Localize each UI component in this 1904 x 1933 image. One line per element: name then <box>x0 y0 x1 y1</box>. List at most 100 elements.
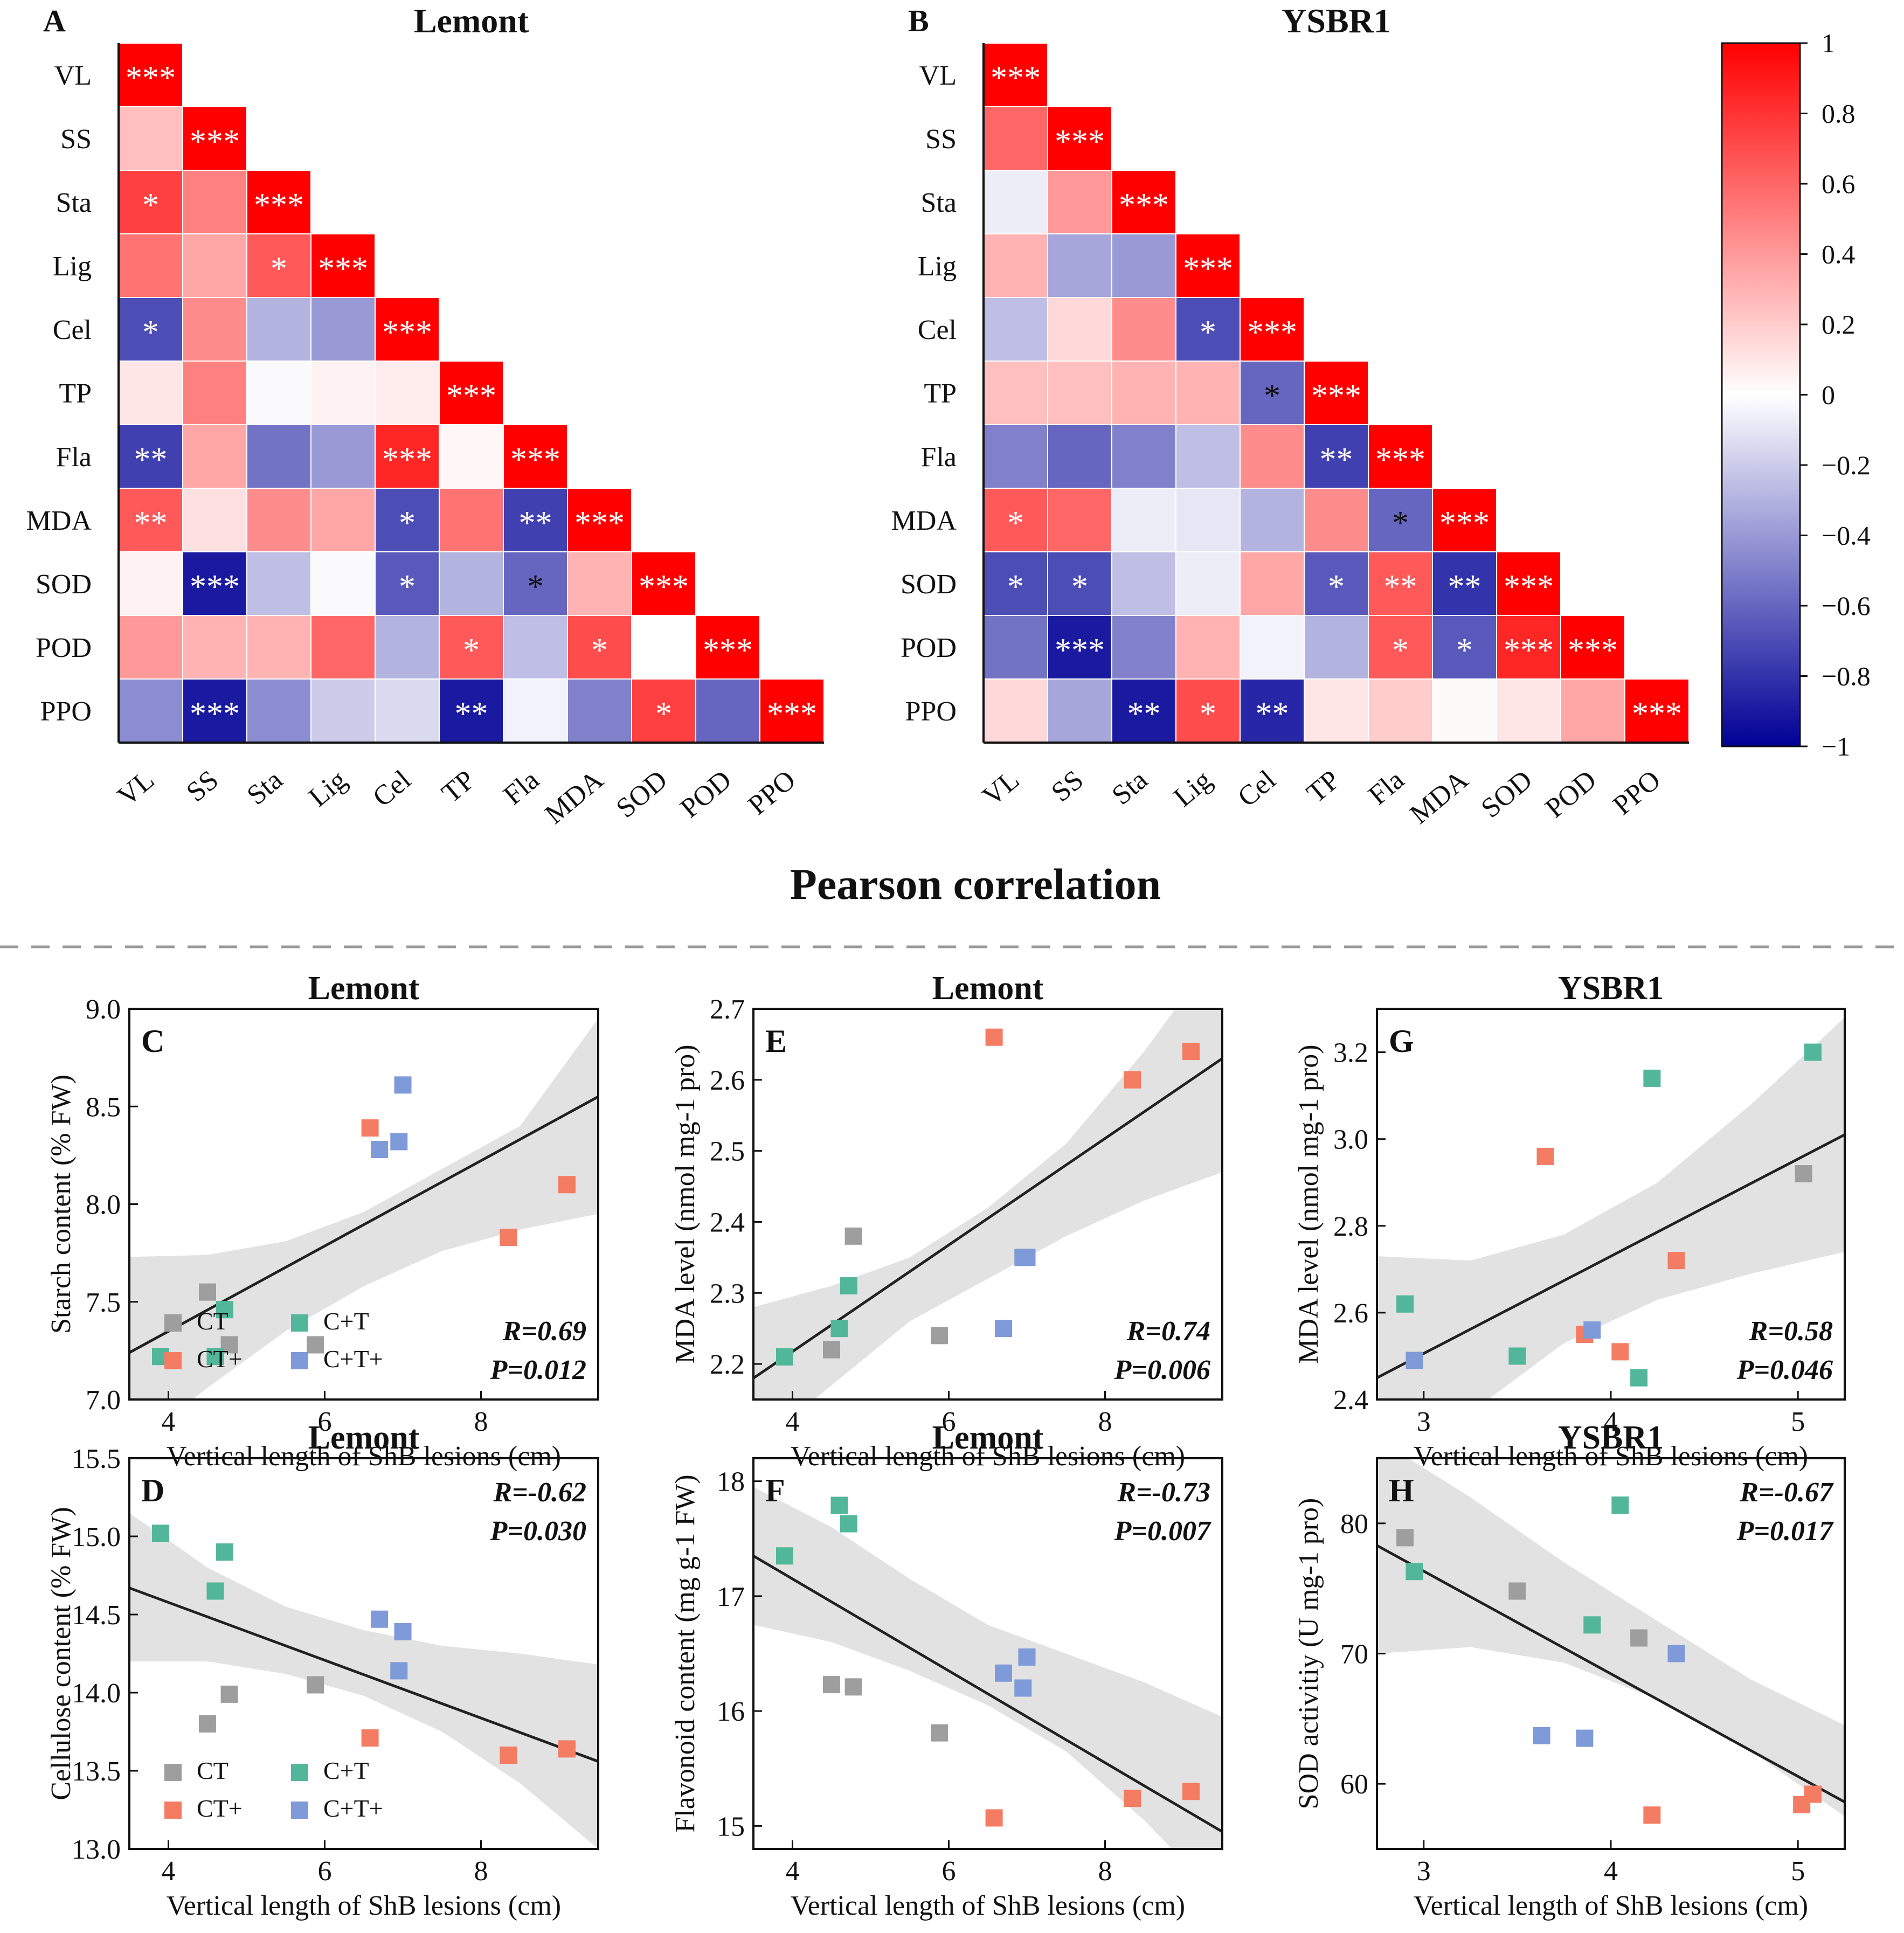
significance-stars: * <box>1200 314 1216 351</box>
panel-title: YSBR1 <box>1282 2 1391 40</box>
correlation-r: R=-0.62 <box>493 1477 586 1508</box>
x-tick-label: 6 <box>942 1407 956 1437</box>
data-point <box>1667 1252 1685 1270</box>
significance-stars: *** <box>1504 632 1554 669</box>
significance-stars: * <box>1328 569 1345 605</box>
row-label: VL <box>919 60 957 91</box>
y-tick-label: 15 <box>717 1811 745 1842</box>
colorbar-tick-label: −0.6 <box>1822 591 1871 621</box>
significance-stars: *** <box>190 123 240 160</box>
panel-title: Lemont <box>414 2 529 40</box>
row-label: SOD <box>36 569 92 600</box>
row-label: TP <box>924 378 957 409</box>
data-point <box>394 1076 412 1094</box>
column-label: VL <box>977 765 1025 812</box>
data-point <box>1406 1352 1423 1369</box>
row-label: Sta <box>921 188 957 218</box>
data-point <box>1182 1783 1200 1800</box>
heatmap-cell <box>983 233 1048 298</box>
data-point <box>558 1740 576 1758</box>
heatmap-cell <box>375 361 440 425</box>
heatmap-cell <box>1304 488 1369 552</box>
plot-title: YSBR1 <box>1558 970 1664 1007</box>
significance-stars: *** <box>1055 632 1105 669</box>
row-label: PPO <box>905 696 957 727</box>
row-label: Fla <box>921 442 957 473</box>
heatmap-cell <box>1240 488 1305 552</box>
x-tick-label: 5 <box>1791 1407 1805 1437</box>
legend-label: C+T <box>323 1307 369 1335</box>
heatmap-cell <box>118 615 183 680</box>
significance-stars: * <box>1392 505 1409 542</box>
heatmap-cell <box>983 678 1048 743</box>
heatmap-cell <box>182 615 247 680</box>
x-tick-label: 6 <box>942 1856 956 1887</box>
plot-title: Lemont <box>308 970 420 1007</box>
column-label: TP <box>436 765 481 809</box>
heatmap-cell <box>182 170 247 234</box>
legend-label: CT <box>197 1307 229 1335</box>
heatmap-cell <box>695 678 760 743</box>
significance-stars: ** <box>134 441 168 478</box>
data-point <box>844 1678 862 1696</box>
x-tick-label: 8 <box>474 1856 488 1887</box>
heatmap-cell <box>246 678 311 743</box>
heatmap-cell <box>567 678 632 743</box>
heatmap-cell <box>1240 424 1305 489</box>
x-axis-label: Vertical length of ShB lesions (cm) <box>1414 1890 1808 1921</box>
row-label: POD <box>36 633 92 663</box>
y-tick-label: 8.0 <box>86 1190 121 1221</box>
data-point <box>1533 1727 1550 1744</box>
x-axis-label: Vertical length of ShB lesions (cm) <box>791 1890 1185 1921</box>
y-tick-label: 15.5 <box>72 1444 121 1474</box>
p-value: P=0.007 <box>1114 1516 1211 1547</box>
heatmap-cell <box>118 424 183 489</box>
x-tick-label: 4 <box>1604 1856 1618 1887</box>
significance-stars: *** <box>767 696 817 732</box>
y-tick-label: 2.4 <box>710 1207 745 1238</box>
regression-line <box>753 1555 1222 1833</box>
data-point <box>1406 1563 1423 1581</box>
significance-stars: *** <box>254 187 304 224</box>
heatmap-cell <box>695 615 760 680</box>
significance-stars: ** <box>134 505 168 542</box>
heatmap-cell <box>246 615 311 680</box>
significance-stars: ** <box>455 696 488 732</box>
data-point <box>985 1028 1003 1046</box>
data-point <box>995 1320 1012 1338</box>
heatmap-cell <box>310 488 376 552</box>
heatmap-cell <box>759 678 825 743</box>
regression-line <box>129 1095 598 1354</box>
colorbar-tick-label: −0.2 <box>1822 450 1871 480</box>
heatmap-cell <box>246 297 311 362</box>
significance-stars: *** <box>991 60 1041 96</box>
column-label: Sta <box>241 765 289 811</box>
data-point <box>840 1515 857 1533</box>
data-point <box>206 1348 224 1366</box>
x-tick-label: 6 <box>318 1407 332 1437</box>
heatmap-cell <box>1111 361 1176 425</box>
heatmap-cell <box>983 551 1048 616</box>
heatmap-cell <box>246 170 311 234</box>
significance-stars: * <box>142 314 159 351</box>
y-axis-label: Cellulose content (% FW) <box>46 1507 77 1800</box>
significance-stars: * <box>142 187 159 224</box>
significance-stars: *** <box>190 569 240 605</box>
column-label: MDA <box>539 764 610 830</box>
y-tick-label: 18 <box>717 1467 745 1498</box>
data-point <box>1630 1369 1648 1387</box>
legend-marker <box>291 1314 308 1332</box>
y-tick-label: 13.5 <box>72 1756 121 1787</box>
heatmap-cell <box>246 361 311 425</box>
scatter-panel-G: 3 4 5 2.4 2.6 2.8 3.0 3.2 YSBR1 G Vertical length … <box>1293 970 1846 1472</box>
significance-stars: *** <box>510 441 560 478</box>
regression-line <box>1377 1544 1845 1804</box>
heatmap-cell <box>1047 106 1112 171</box>
x-tick-label: 4 <box>786 1856 800 1887</box>
row-label: SS <box>925 124 957 155</box>
data-point <box>1018 1249 1036 1266</box>
section-title: Pearson correlation <box>790 860 1161 909</box>
y-tick-label: 14.0 <box>72 1678 121 1709</box>
data-point <box>1018 1648 1036 1666</box>
significance-stars: * <box>1071 569 1088 605</box>
